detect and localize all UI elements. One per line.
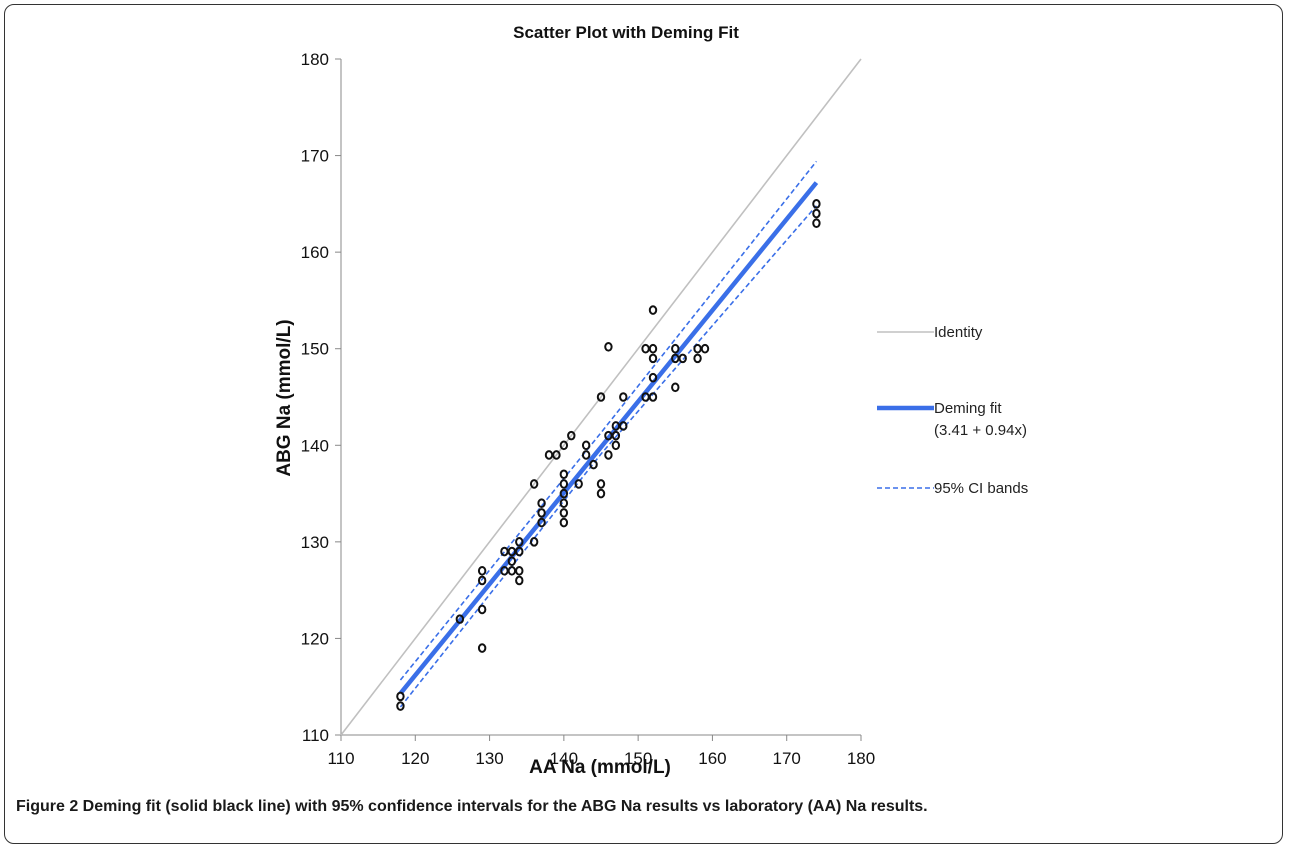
legend-sublabel-fit: (3.41 + 0.94x) <box>934 422 1027 439</box>
data-point <box>559 517 569 528</box>
data-point <box>507 556 517 566</box>
data-point <box>515 566 524 576</box>
data-point <box>596 488 606 499</box>
data-point <box>574 479 583 489</box>
data-point <box>648 353 658 364</box>
data-point <box>693 353 702 364</box>
data-point <box>477 566 487 576</box>
chart-title: Scatter Plot with Deming Fit <box>513 23 739 42</box>
x-tick-label: 160 <box>698 749 726 768</box>
data-point <box>648 372 658 383</box>
caption-label: Figure 2 <box>16 798 79 815</box>
x-tick-label: 130 <box>475 749 503 768</box>
data-point <box>515 546 524 557</box>
identity-line <box>340 58 862 736</box>
data-point <box>559 469 569 480</box>
data-point <box>396 691 405 702</box>
data-point <box>500 566 509 576</box>
caption-text: Deming fit (solid black line) with 95% c… <box>78 798 928 815</box>
y-axis-title: ABG Na (mmol/L) <box>274 319 295 476</box>
x-tick-label: 180 <box>847 749 875 768</box>
data-point <box>544 450 554 460</box>
x-tick-label: 140 <box>550 749 578 768</box>
data-point <box>604 450 613 460</box>
x-tick-label: 110 <box>327 749 354 768</box>
data-point <box>529 537 539 547</box>
data-point <box>611 430 621 441</box>
data-point <box>537 508 546 518</box>
data-point <box>619 392 628 402</box>
scatter-chart: Scatter Plot with Deming Fit AA Na (mmol… <box>274 23 1028 778</box>
data-point <box>619 421 628 431</box>
y-tick-label: 140 <box>301 436 329 455</box>
figure-frame <box>4 4 1283 844</box>
data-point <box>537 498 546 509</box>
data-point <box>477 643 487 653</box>
ci-upper-line <box>399 160 818 681</box>
y-tick-label: 170 <box>301 147 329 166</box>
data-point <box>604 341 613 352</box>
y-tick-label: 150 <box>301 340 329 359</box>
x-tick-label: 150 <box>624 749 652 768</box>
data-point <box>477 604 487 615</box>
data-point <box>693 343 702 354</box>
data-point <box>648 392 658 402</box>
data-point <box>678 353 687 364</box>
y-tick-label: 180 <box>301 50 329 69</box>
data-point <box>559 498 569 509</box>
data-point <box>589 459 598 470</box>
data-point <box>500 546 509 557</box>
data-point <box>515 575 524 586</box>
x-axis-title: AA Na (mmol/L) <box>529 757 671 778</box>
data-point <box>507 566 517 576</box>
data-point <box>812 218 821 228</box>
data-point <box>641 392 650 402</box>
data-point <box>552 450 561 460</box>
x-tick-label: 120 <box>401 749 429 768</box>
data-point <box>611 421 621 431</box>
figure-caption: Figure 2 Deming fit (solid black line) w… <box>16 798 1276 816</box>
data-point <box>648 343 658 354</box>
fit-line <box>398 181 819 695</box>
data-point <box>507 546 517 557</box>
data-point <box>648 305 658 315</box>
data-point <box>559 440 569 451</box>
data-point <box>671 382 680 393</box>
y-tick-label: 120 <box>301 629 329 648</box>
data-point <box>700 343 710 354</box>
legend-label-fit: Deming fit <box>934 400 1002 417</box>
data-point <box>641 343 650 354</box>
y-tick-label: 160 <box>301 243 329 262</box>
data-point <box>812 208 821 219</box>
plot-area: 110 120 130 140 150 160 170 180 110 120 130 140 150 1… <box>301 50 876 768</box>
x-tick-label: 170 <box>773 749 801 768</box>
data-point <box>455 614 465 624</box>
legend: Identity Deming fit (3.41 + 0.94x) 95% CI b… <box>877 324 1028 497</box>
ci-lower-line <box>399 205 818 708</box>
data-point <box>559 479 569 489</box>
data-point <box>537 517 546 528</box>
y-tick-label: 110 <box>302 726 329 745</box>
data-point <box>604 430 613 441</box>
data-point <box>581 440 591 451</box>
legend-label-ci: 95% CI bands <box>934 480 1028 497</box>
data-point <box>596 479 606 489</box>
data-point <box>529 479 539 489</box>
legend-label-identity: Identity <box>934 324 983 341</box>
data-point <box>567 430 576 441</box>
data-point <box>671 343 680 354</box>
data-point <box>812 199 821 209</box>
data-point <box>477 575 487 586</box>
data-point <box>671 353 680 364</box>
data-point <box>515 537 524 547</box>
data-point <box>559 488 569 499</box>
data-point <box>596 392 606 402</box>
data-point <box>396 701 405 711</box>
data-point <box>581 450 591 460</box>
y-tick-label: 130 <box>301 533 329 552</box>
data-point <box>559 508 569 518</box>
data-point <box>611 440 621 451</box>
